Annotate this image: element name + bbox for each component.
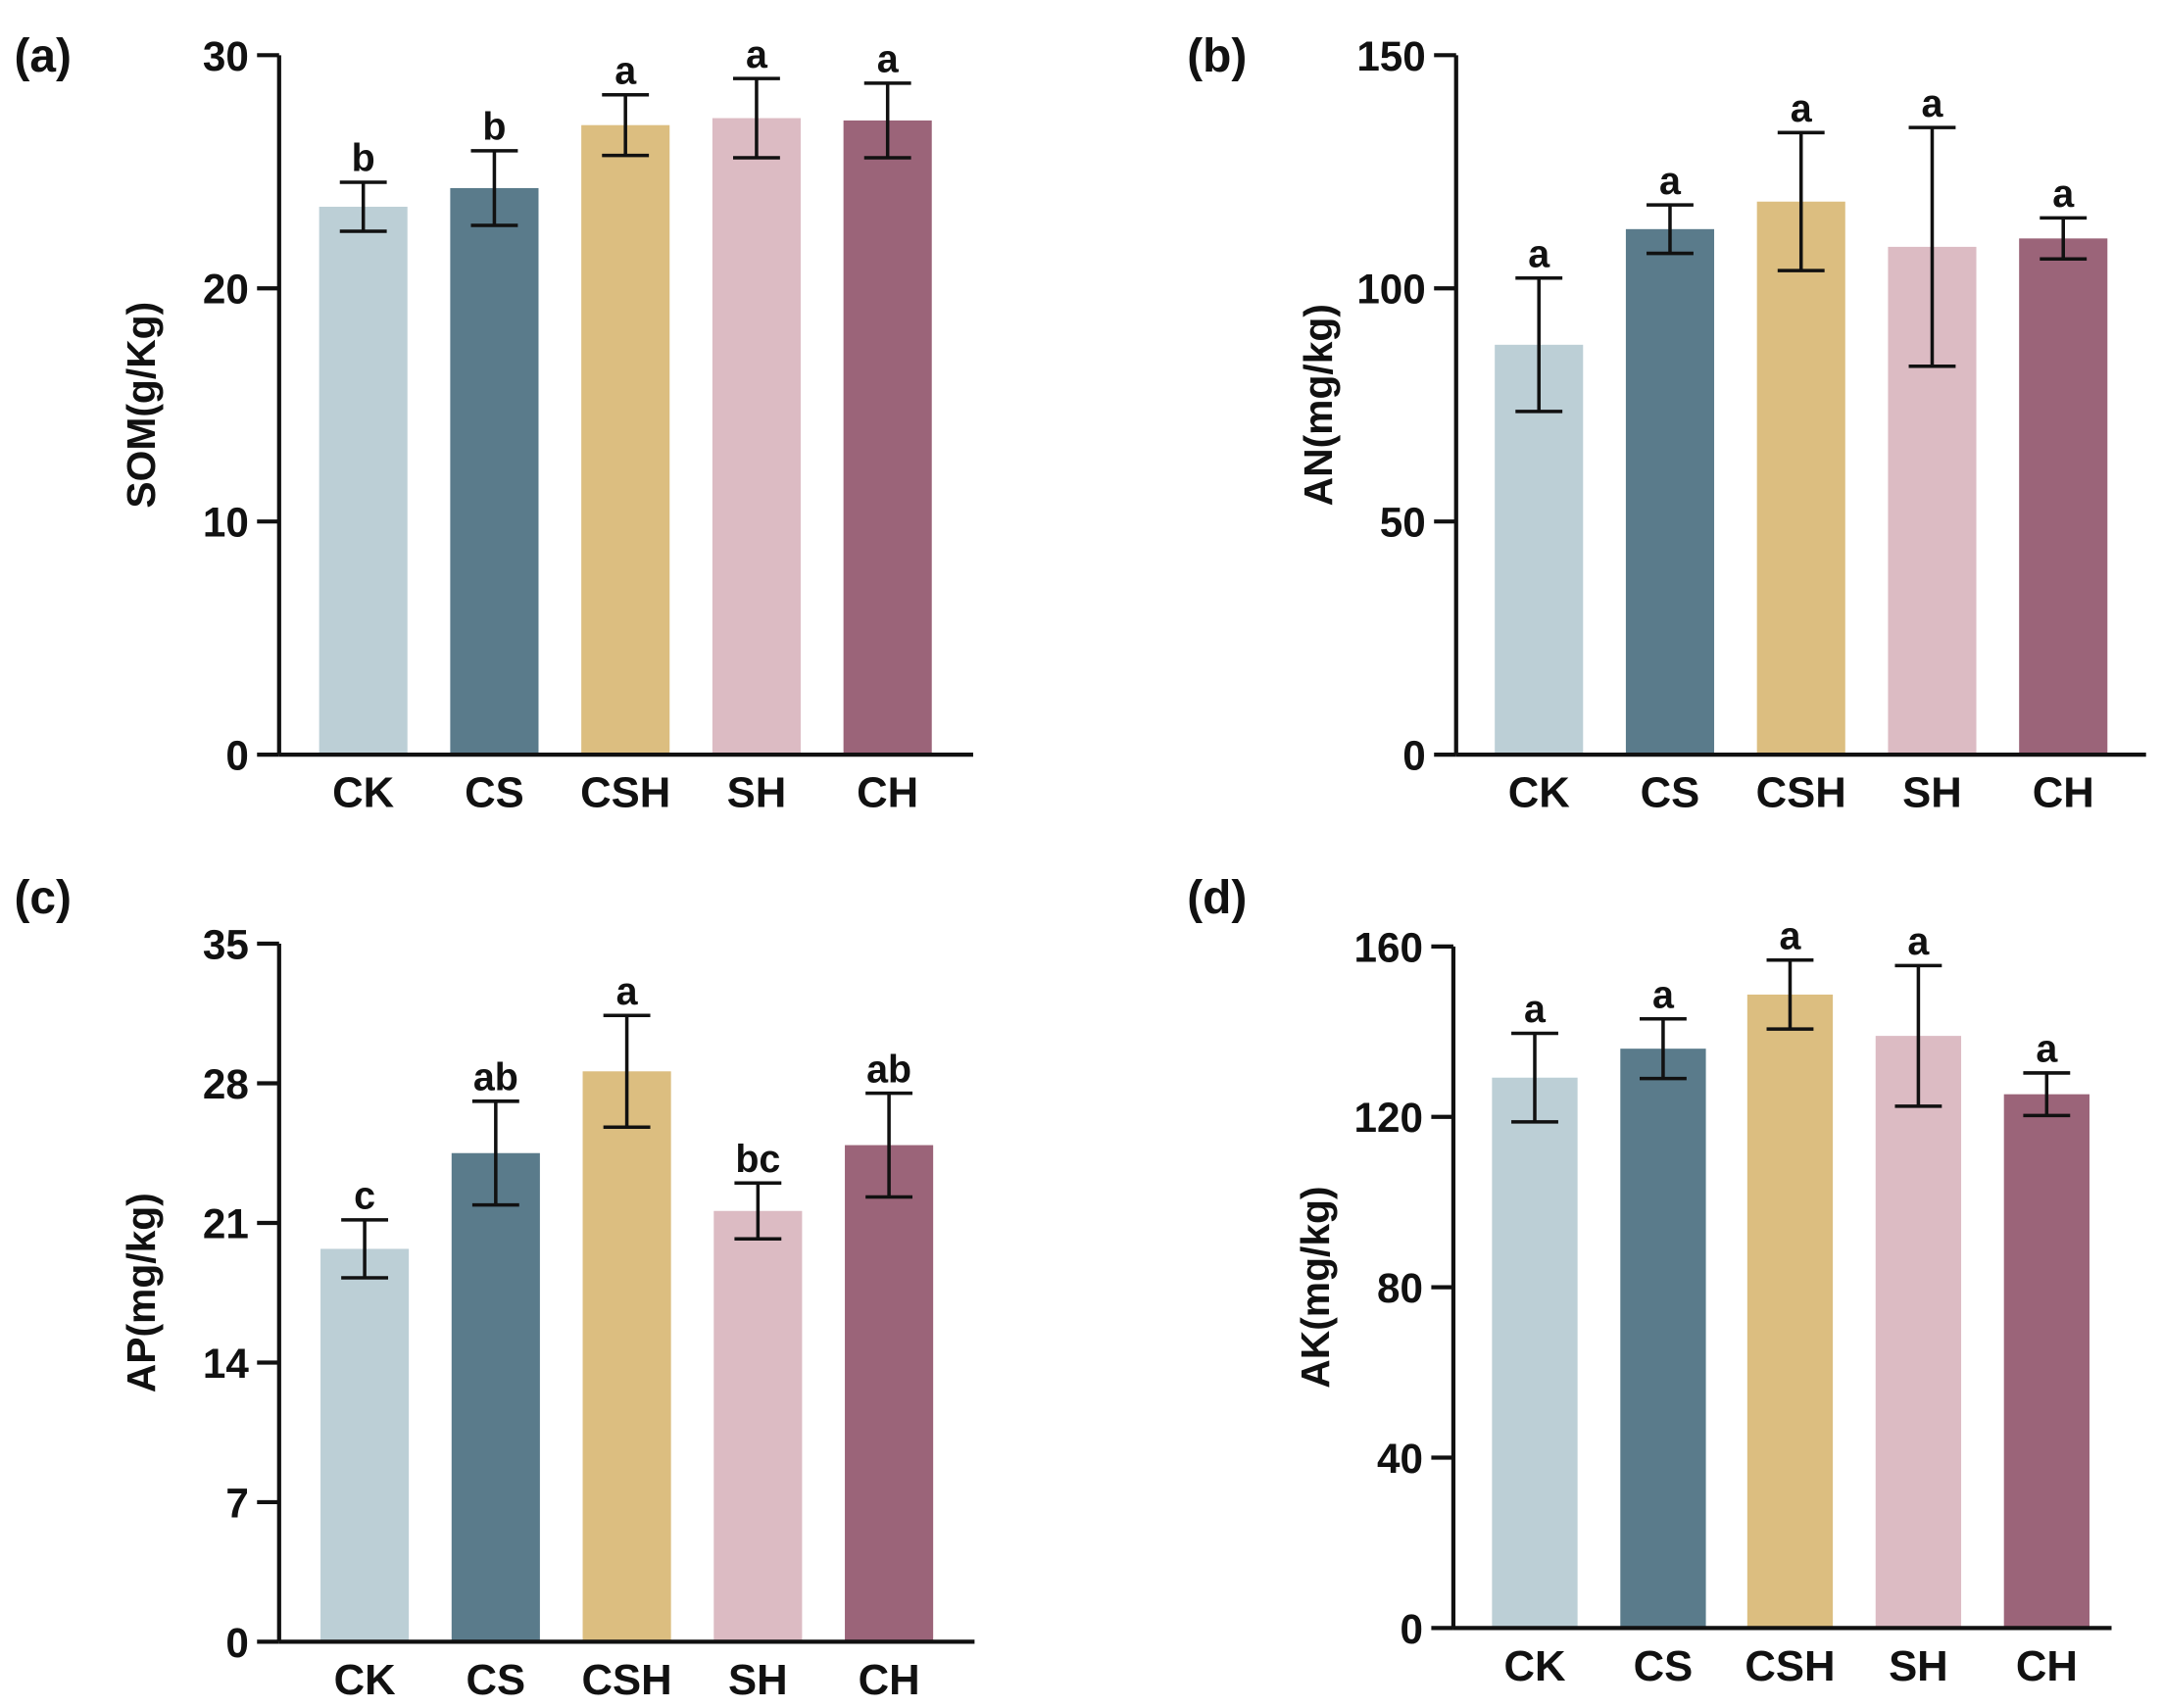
bar-CH — [843, 120, 932, 756]
y-axis-label: AK(mg/kg) — [1293, 1186, 1338, 1388]
bar-CH — [845, 1145, 934, 1642]
significance-letter-CSH: a — [1780, 914, 1802, 957]
x-tick-label-CSH: CSH — [580, 769, 670, 817]
bar-CH — [2003, 1094, 2089, 1629]
x-tick-label-CH: CH — [2033, 769, 2094, 817]
significance-letter-SH: bc — [735, 1138, 780, 1181]
bar-SH — [713, 1210, 803, 1642]
bar-CK — [320, 1248, 410, 1642]
panel-label: (b) — [1187, 30, 1247, 82]
x-tick-label-CSH: CSH — [1745, 1642, 1835, 1690]
significance-letter-CK: a — [1524, 988, 1547, 1031]
panel-b: (b) AN(mg/kg) a CK a CS a CSH a SH a CH 0 50 100 150 — [1187, 30, 2146, 817]
significance-letter-CH: a — [2036, 1028, 2058, 1071]
y-tick-label: 30 — [203, 33, 249, 79]
significance-letter-SH: a — [1922, 82, 1944, 125]
x-tick-label-CSH: CSH — [582, 1656, 672, 1704]
panel-label: (c) — [14, 872, 72, 924]
x-tick-label-CK: CK — [1503, 1642, 1566, 1690]
x-tick-label-CK: CK — [334, 1656, 397, 1704]
significance-letter-CSH: a — [1791, 87, 1813, 130]
bar-CS — [1625, 228, 1715, 756]
y-axis-label: AN(mg/kg) — [1296, 304, 1341, 506]
significance-letter-CH: ab — [866, 1048, 911, 1091]
y-tick-label: 35 — [203, 922, 249, 968]
y-tick-label: 100 — [1356, 267, 1425, 313]
x-tick-label-SH: SH — [1902, 769, 1962, 817]
x-tick-label-CH: CH — [857, 769, 918, 817]
y-tick-label: 20 — [203, 267, 249, 313]
y-tick-label: 21 — [203, 1200, 249, 1246]
y-axis-label: SOM(g/Kg) — [119, 302, 164, 509]
y-tick-label: 28 — [203, 1061, 249, 1107]
significance-letter-SH: a — [746, 33, 768, 76]
bar-CSH — [581, 124, 670, 756]
y-tick-label: 10 — [203, 500, 249, 546]
y-tick-label: 120 — [1354, 1095, 1423, 1141]
bar-CH — [2019, 238, 2108, 756]
x-tick-label-SH: SH — [1889, 1642, 1948, 1690]
significance-letter-CK: c — [354, 1175, 375, 1218]
x-tick-label-CK: CK — [332, 769, 395, 817]
bar-CS — [450, 187, 539, 756]
significance-letter-CS: b — [482, 106, 506, 149]
panel-label: (d) — [1187, 872, 1247, 924]
significance-letter-CS: a — [1659, 160, 1682, 203]
y-tick-label: 0 — [225, 733, 248, 779]
bar-CSH — [1746, 994, 1834, 1629]
y-tick-label: 40 — [1377, 1436, 1423, 1482]
significance-letter-CS: ab — [473, 1056, 518, 1099]
x-tick-label-SH: SH — [727, 769, 787, 817]
y-tick-label: 150 — [1356, 33, 1425, 79]
bar-CK — [1492, 1077, 1578, 1629]
panel-a: (a) SOM(g/Kg) b CK b CS a CSH a SH a CH 0 10 20 30 — [14, 30, 973, 817]
significance-letter-CK: a — [1528, 233, 1550, 276]
x-tick-label-CS: CS — [467, 1656, 526, 1704]
significance-letter-CK: b — [352, 137, 375, 180]
x-tick-label-CS: CS — [1641, 769, 1700, 817]
significance-letter-CH: a — [877, 38, 900, 81]
panel-d: (d) AK(mg/kg) a CK a CS a CSH a SH a CH 0 40 80 120 160 — [1187, 872, 2112, 1690]
bar-CSH — [582, 1071, 671, 1642]
bar-SH — [712, 118, 801, 756]
y-tick-label: 160 — [1354, 924, 1423, 970]
x-tick-label-CS: CS — [465, 769, 524, 817]
y-tick-label: 0 — [1402, 733, 1425, 779]
bar-SH — [1875, 1036, 1962, 1629]
x-tick-label-SH: SH — [728, 1656, 788, 1704]
y-tick-label: 80 — [1377, 1265, 1423, 1311]
bar-CS — [451, 1152, 540, 1642]
x-tick-label-CK: CK — [1508, 769, 1571, 817]
x-tick-label-CH: CH — [2016, 1642, 2078, 1690]
x-tick-label-CH: CH — [859, 1656, 920, 1704]
y-tick-label: 7 — [225, 1480, 248, 1526]
x-tick-label-CSH: CSH — [1756, 769, 1846, 817]
x-tick-label-CS: CS — [1634, 1642, 1694, 1690]
y-tick-label: 0 — [225, 1620, 248, 1666]
significance-letter-SH: a — [1907, 920, 1930, 963]
significance-letter-CH: a — [2052, 172, 2075, 216]
panel-c: (c) AP(mg/kg) c CK ab CS a CSH bc SH ab CH 0 7 14 21 28 3… — [14, 872, 975, 1704]
significance-letter-CS: a — [1652, 973, 1675, 1016]
y-axis-label: AP(mg/kg) — [119, 1193, 164, 1392]
panel-label: (a) — [14, 30, 72, 82]
bar-CSH — [1756, 201, 1845, 756]
y-tick-label: 50 — [1380, 500, 1426, 546]
bar-CK — [319, 206, 408, 756]
bar-CS — [1620, 1049, 1706, 1629]
significance-letter-CSH: a — [614, 50, 637, 93]
significance-letter-CSH: a — [616, 970, 639, 1013]
y-tick-label: 14 — [203, 1341, 249, 1387]
y-tick-label: 0 — [1400, 1606, 1422, 1652]
